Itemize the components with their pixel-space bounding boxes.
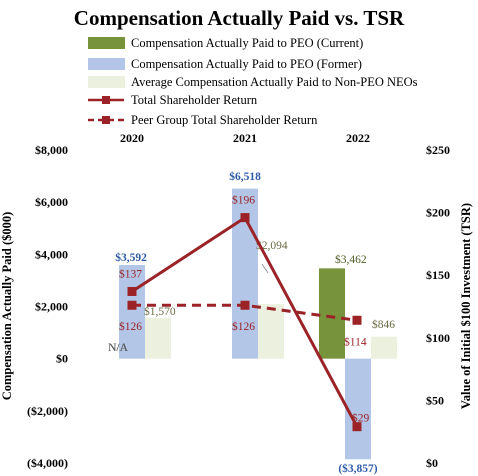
legend-marker: [102, 96, 110, 104]
legend-label: Compensation Actually Paid to PEO (Forme…: [131, 57, 362, 71]
line-data-label: $126: [232, 320, 255, 333]
legend-label: Compensation Actually Paid to PEO (Curre…: [131, 36, 363, 50]
left-tick-label: $6,000: [35, 195, 68, 209]
bar: [258, 304, 284, 359]
line-data-label: $114: [344, 335, 367, 348]
legend-label: Average Compensation Actually Paid to No…: [131, 75, 418, 89]
legend-swatch: [88, 76, 125, 88]
category-label: 2020: [120, 131, 144, 145]
legend-marker: [102, 116, 110, 124]
right-tick-label: $150: [426, 268, 450, 282]
category-label: 2021: [233, 131, 257, 145]
bar-data-label: N/A: [108, 342, 129, 354]
line-data-label: $196: [232, 194, 255, 207]
line-data-label: $29: [352, 412, 370, 425]
line-marker: [352, 422, 362, 432]
left-tick-label: ($2,000): [27, 404, 68, 418]
bar-data-label: $846: [372, 318, 395, 331]
left-tick-label: $2,000: [35, 300, 68, 314]
bar-data-label: $2,094: [256, 239, 288, 252]
bar: [119, 264, 145, 359]
left-axis-ticks: $8,000 $6,000 $4,000 $2,000 $0 ($2,000) ($4,00…: [27, 143, 68, 470]
right-tick-label: $200: [426, 206, 450, 220]
line-labels: $137 $196 $29 $126 $126 $114: [119, 194, 370, 425]
right-tick-label: $100: [426, 331, 450, 345]
chart-title: Compensation Actually Paid vs. TSR: [74, 6, 405, 30]
line-marker: [240, 300, 250, 310]
legend-label: Peer Group Total Shareholder Return: [131, 113, 318, 127]
bar-data-label: $3,462: [335, 253, 367, 266]
label-leader: [261, 263, 269, 274]
right-axis-title: Value of Initial $100 Investment (TSR): [459, 203, 473, 409]
line-data-label: $137: [119, 267, 142, 280]
line-marker: [240, 213, 250, 223]
left-tick-label: $8,000: [35, 143, 68, 157]
bar-data-label: N/A: [108, 342, 129, 354]
left-tick-label: ($4,000): [27, 456, 68, 470]
bar: [345, 358, 371, 460]
line-marker: [352, 315, 362, 325]
right-axis-ticks: $250 $200 $150 $100 $50 $0: [426, 143, 450, 470]
tsr-lines: [127, 213, 362, 432]
bar: [371, 336, 397, 359]
left-tick-label: $4,000: [35, 247, 68, 261]
legend-swatch: [88, 37, 125, 49]
bar-labels: N/AN/A$3,462$3,592$6,518($3,857)$1,570$2…: [108, 170, 395, 475]
left-tick-label: $0: [56, 352, 68, 366]
line-marker: [127, 300, 137, 310]
right-tick-label: $250: [426, 143, 450, 157]
left-axis-title: Compensation Actually Paid ($000): [0, 212, 14, 401]
legend: Compensation Actually Paid to PEO (Curre…: [88, 36, 418, 127]
legend-swatch: [88, 58, 125, 70]
bar: [319, 268, 345, 359]
bar-data-label: $1,570: [144, 305, 176, 318]
right-tick-label: $0: [426, 456, 438, 470]
right-tick-label: $50: [426, 393, 444, 407]
bar-data-label: $6,518: [229, 170, 261, 183]
category-labels: 2020 2021 2022: [120, 131, 370, 145]
category-label: 2022: [346, 131, 370, 145]
line-marker: [127, 286, 137, 296]
bars: [119, 188, 397, 460]
bar-data-label: $3,592: [115, 251, 147, 264]
line-data-label: $126: [119, 320, 142, 333]
bar-data-label: ($3,857): [338, 462, 377, 475]
legend-label: Total Shareholder Return: [131, 93, 258, 107]
bar: [145, 317, 171, 359]
